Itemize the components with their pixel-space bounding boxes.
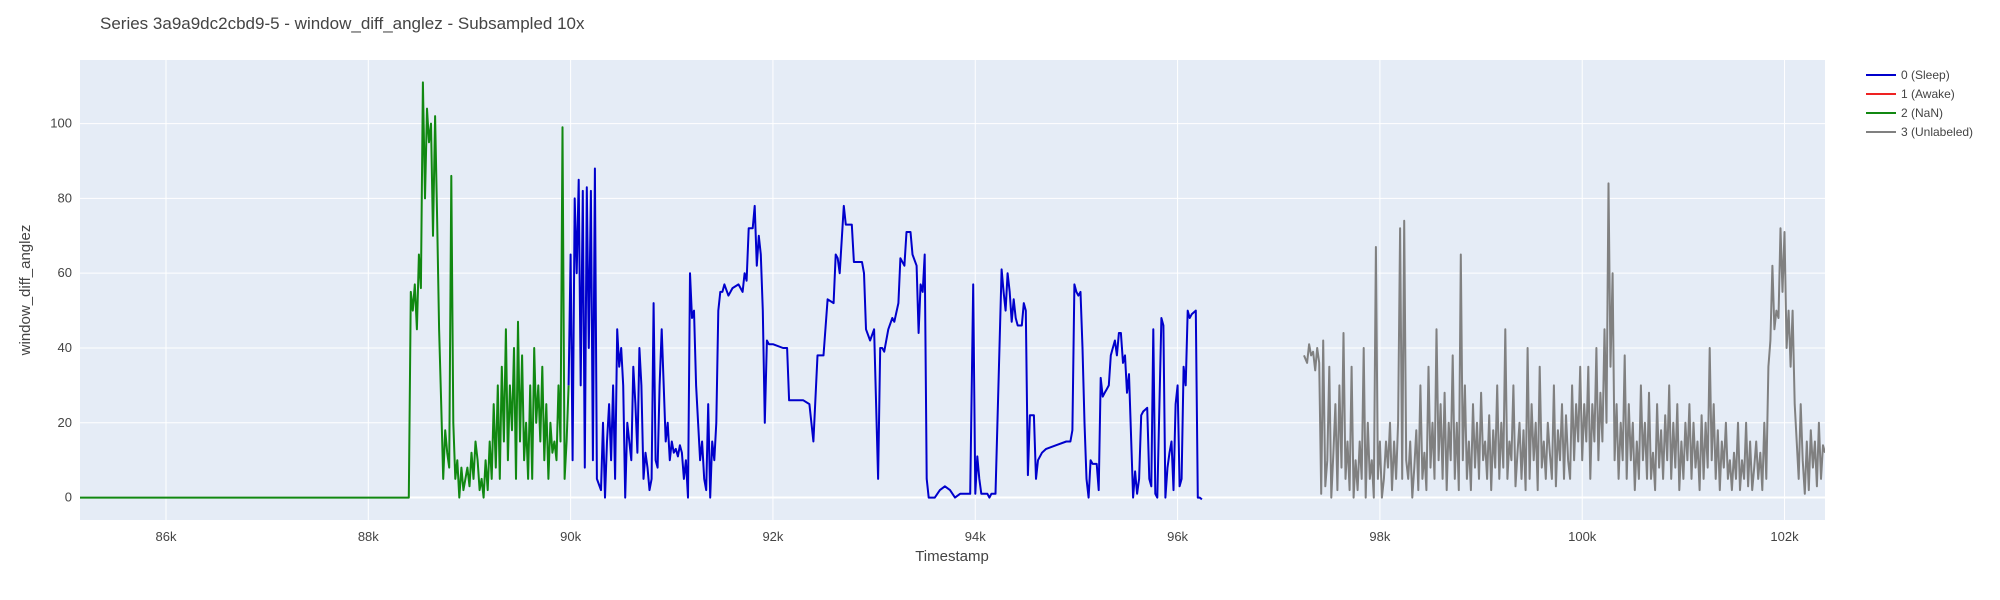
x-tick-label: 88k: [358, 529, 379, 544]
y-tick-label: 0: [65, 490, 72, 505]
y-axis-ticks: 0 20 40 60 80 100: [50, 116, 72, 505]
legend-item-label: 3 (Unlabeled): [1901, 125, 1973, 139]
series-layer: [80, 81, 1825, 501]
legend: 0 (Sleep) 1 (Awake) 2 (NaN) 3 (Unlabeled): [1866, 68, 1973, 139]
chart-title: Series 3a9a9dc2cbd9-5 - window_diff_angl…: [100, 14, 585, 33]
series-line-0: [567, 167, 1203, 501]
legend-item-label: 1 (Awake): [1901, 87, 1955, 101]
y-tick-label: 80: [58, 190, 72, 205]
x-tick-label: 96k: [1167, 529, 1188, 544]
series-line-2: [80, 81, 570, 499]
x-tick-label: 94k: [965, 529, 986, 544]
y-tick-label: 40: [58, 340, 72, 355]
legend-item-label: 0 (Sleep): [1901, 68, 1950, 82]
y-tick-label: 20: [58, 415, 72, 430]
x-tick-label: 90k: [560, 529, 581, 544]
y-tick-label: 60: [58, 265, 72, 280]
legend-item-label: 2 (NaN): [1901, 106, 1943, 120]
x-axis-ticks: 86k 88k 90k 92k 94k 96k 98k 100k 102k: [156, 529, 1800, 544]
x-tick-label: 102k: [1770, 529, 1799, 544]
series-line-3: [1303, 182, 1825, 499]
x-tick-label: 86k: [156, 529, 177, 544]
y-axis-title: window_diff_anglez: [17, 225, 34, 357]
x-axis-title: Timestamp: [915, 548, 989, 565]
y-tick-label: 100: [50, 116, 72, 131]
x-tick-label: 98k: [1369, 529, 1390, 544]
x-tick-label: 100k: [1568, 529, 1597, 544]
x-tick-label: 92k: [762, 529, 783, 544]
